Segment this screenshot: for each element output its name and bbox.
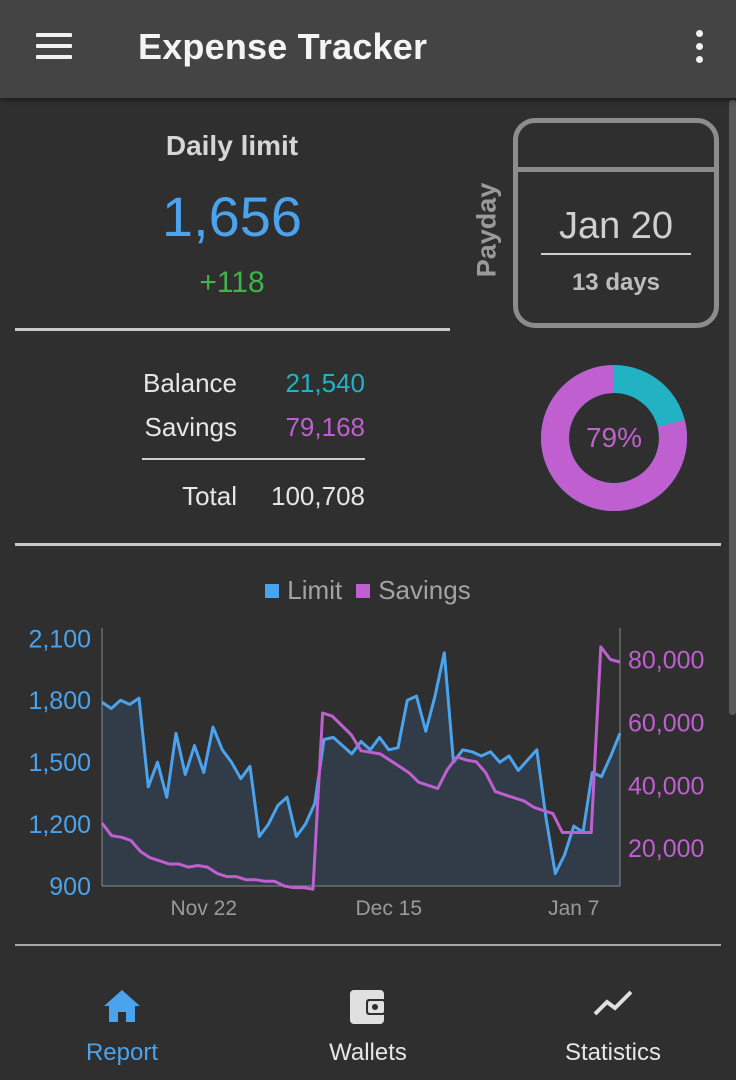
y-right-tick-label: 60,000 <box>628 709 704 737</box>
divider <box>15 543 721 546</box>
savings-series-line <box>100 645 621 891</box>
payday-calendar[interactable]: Jan 20 13 days <box>513 118 719 328</box>
y-left-tick-label: 1,500 <box>28 749 91 777</box>
calendar-divider <box>541 253 691 255</box>
more-dot <box>695 29 703 37</box>
total-value: 100,708 <box>271 481 365 511</box>
more-dot <box>695 55 703 63</box>
y-left-tick-label: 1,800 <box>28 687 91 715</box>
savings-label: Savings <box>144 412 238 442</box>
payday-label: Payday <box>471 182 502 278</box>
chart-legend: Limit Savings <box>0 575 736 606</box>
app-bar: Expense Tracker <box>0 0 736 98</box>
balance-value: 21,540 <box>285 368 365 398</box>
legend-item-savings[interactable]: Savings <box>356 575 471 606</box>
trend-line-icon <box>593 990 633 1016</box>
payday-date: Jan 20 <box>558 205 674 247</box>
daily-limit-value: 1,656 <box>161 185 303 248</box>
menu-icon-line <box>36 55 72 59</box>
bottom-navigation: Report Wallets Statistics <box>0 946 736 1080</box>
calendar-header-bar <box>518 167 714 172</box>
more-dot <box>695 42 703 50</box>
nav-label-statistics: Statistics <box>564 1039 662 1066</box>
more-vert-icon[interactable] <box>684 26 714 66</box>
x-tick-label: Nov 22 <box>170 897 237 920</box>
nav-report[interactable]: Report <box>32 946 212 1080</box>
nav-label-report: Report <box>85 1039 159 1066</box>
app-title: Expense Tracker <box>138 26 428 67</box>
divider <box>15 944 721 946</box>
x-tick-label: Dec 15 <box>355 897 422 920</box>
divider <box>15 328 450 331</box>
legend-label-savings: Savings <box>378 575 471 605</box>
nav-statistics[interactable]: Statistics <box>523 946 703 1080</box>
legend-label-limit: Limit <box>287 575 343 605</box>
x-tick-label: Jan 7 <box>548 897 599 920</box>
balance-label: Balance <box>143 368 237 398</box>
y-left-tick-label: 2,100 <box>28 625 91 653</box>
donut-percent-label: 79% <box>585 422 643 453</box>
limit-area <box>102 652 620 886</box>
legend-swatch-limit <box>265 583 280 598</box>
legend-item-limit[interactable]: Limit <box>265 575 342 606</box>
daily-limit-label: Daily limit <box>165 130 299 161</box>
y-left-tick-label: 1,200 <box>28 811 91 839</box>
savings-donut-chart: 79% <box>538 362 690 514</box>
wallet-icon <box>350 990 386 1024</box>
menu-icon[interactable] <box>26 24 80 68</box>
savings-value: 79,168 <box>285 412 365 442</box>
home-icon <box>104 990 140 1022</box>
donut-savings-arc <box>541 365 687 511</box>
daily-limit-delta: +118 <box>199 266 265 299</box>
menu-icon-line <box>36 44 72 48</box>
summary-divider <box>142 458 365 460</box>
y-right-tick-label: 40,000 <box>628 772 704 800</box>
menu-icon-line <box>36 33 72 37</box>
scrollbar[interactable] <box>729 100 736 715</box>
y-right-tick-label: 20,000 <box>628 835 704 863</box>
nav-wallets[interactable]: Wallets <box>278 946 458 1080</box>
donut-svg <box>541 365 687 511</box>
legend-swatch-savings <box>356 583 371 598</box>
payday-days-left: 13 days <box>571 269 661 296</box>
total-label: Total <box>182 481 237 511</box>
y-left-tick-label: 900 <box>49 873 91 901</box>
limit-savings-line-chart: 2,100 1,800 1,500 1,200 900 80,000 60,000 40,00… <box>28 625 704 920</box>
limit-series-line <box>101 651 622 876</box>
y-right-tick-label: 80,000 <box>628 646 704 674</box>
nav-label-wallets: Wallets <box>329 1039 407 1066</box>
